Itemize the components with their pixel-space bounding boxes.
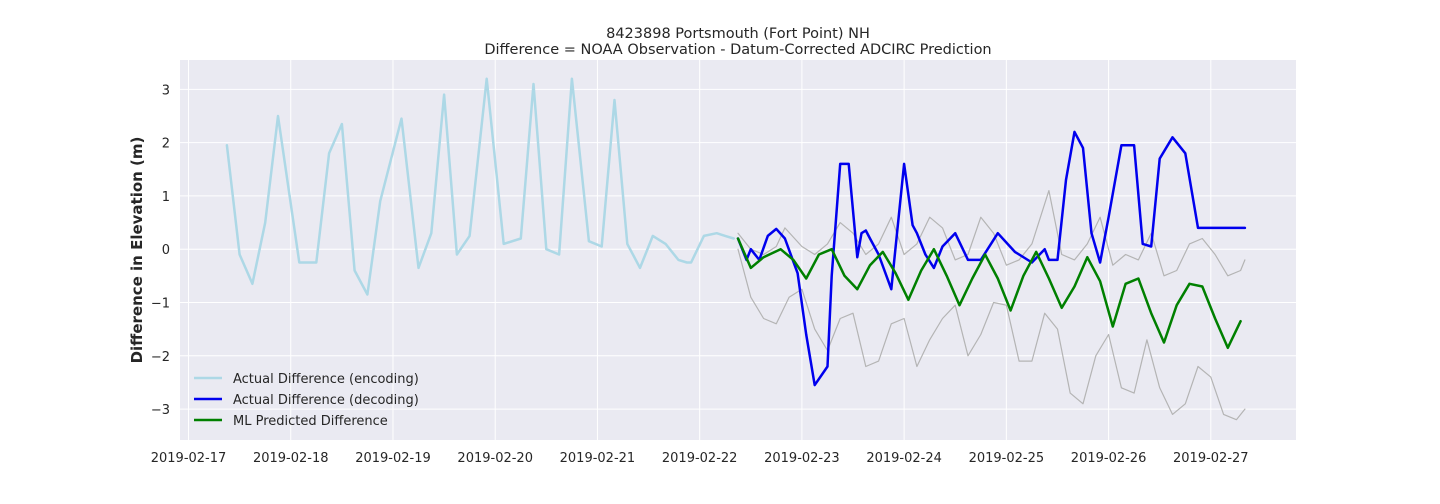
- x-tick-label: 2019-02-24: [866, 451, 942, 466]
- x-tick-label: 2019-02-21: [560, 451, 636, 466]
- chart-title: 8423898 Portsmouth (Fort Point) NH: [606, 26, 870, 42]
- x-tick-label: 2019-02-19: [355, 451, 431, 466]
- chart-subtitle: Difference = NOAA Observation - Datum-Co…: [484, 42, 991, 58]
- x-tick-label: 2019-02-22: [662, 451, 738, 466]
- y-tick-label: −3: [151, 403, 170, 418]
- x-tick-label: 2019-02-23: [764, 451, 840, 466]
- uncertainty-band-line: [737, 190, 1246, 277]
- y-tick-label: 1: [162, 190, 170, 205]
- x-tick-label: 2019-02-27: [1173, 451, 1249, 466]
- x-tick-label: 2019-02-25: [969, 451, 1045, 466]
- x-tick-label: 2019-02-26: [1071, 451, 1147, 466]
- y-tick-label: −1: [151, 296, 170, 311]
- y-tick-label: −2: [151, 350, 170, 365]
- x-tick-label: 2019-02-20: [457, 451, 533, 466]
- legend: Actual Difference (encoding) Actual Diffe…: [194, 372, 419, 429]
- actual-difference-decoding-line: [736, 130, 1247, 387]
- x-tick-label: 2019-02-18: [253, 451, 329, 466]
- x-tick-label: 2019-02-17: [151, 451, 227, 466]
- ml-predicted-difference-line: [736, 237, 1242, 350]
- y-axis-label: Difference in Elevation (m): [128, 137, 146, 364]
- y-tick-label: 2: [162, 137, 170, 152]
- actual-difference-encoding-line: [225, 77, 735, 296]
- y-tick-label: 0: [162, 243, 170, 258]
- legend-label: ML Predicted Difference: [233, 414, 388, 429]
- x-axis-ticks: 2019-02-17 2019-02-18 2019-02-19 2019-02-20…: [151, 451, 1249, 466]
- series-layer: [225, 77, 1247, 421]
- legend-label: Actual Difference (decoding): [233, 393, 419, 408]
- y-tick-label: 3: [162, 83, 170, 98]
- uncertainty-band-line: [737, 248, 1246, 421]
- legend-label: Actual Difference (encoding): [233, 372, 419, 387]
- y-axis-ticks: −3 −2 −1 0 1 2 3: [151, 83, 170, 418]
